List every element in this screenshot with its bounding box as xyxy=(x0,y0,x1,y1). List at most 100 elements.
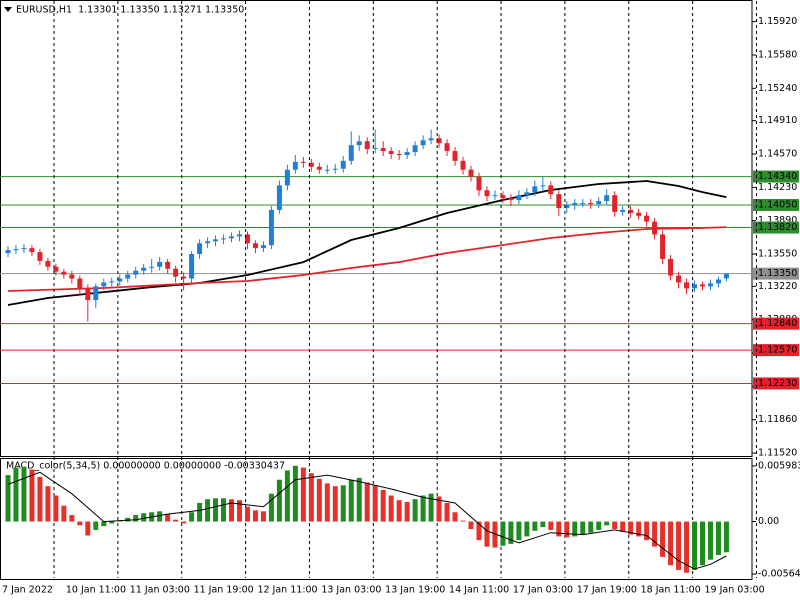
histogram-bar xyxy=(69,515,75,522)
price-level-label: 1.12840 xyxy=(758,318,797,329)
histogram-bar xyxy=(428,493,434,522)
candle-body xyxy=(85,288,91,301)
candle-body xyxy=(157,261,163,267)
x-tick-label: 17 Jan 03:00 xyxy=(513,585,573,596)
candle-body xyxy=(348,145,354,161)
histogram-bar xyxy=(316,478,322,522)
macd-title: MACD_color(5,34,5) 0.00000000 0.00000000… xyxy=(6,461,285,472)
histogram-bar xyxy=(244,506,250,522)
candle-body xyxy=(660,234,666,259)
x-tick-label: 7 Jan 2022 xyxy=(2,585,53,596)
histogram-bar xyxy=(109,521,115,524)
candle-body xyxy=(707,283,713,287)
y-tick-label: 1.13890 xyxy=(758,215,797,226)
candle-body xyxy=(468,169,474,177)
y-tick-label: 1.15920 xyxy=(758,16,797,27)
price-level-label: 1.13820 xyxy=(758,222,797,233)
histogram-bar xyxy=(157,511,163,522)
histogram-bar xyxy=(420,495,426,522)
candle-body xyxy=(69,274,75,279)
histogram-bar xyxy=(197,502,203,522)
histogram-bar xyxy=(628,521,634,535)
histogram-bar xyxy=(61,505,67,522)
candle-body xyxy=(596,201,602,205)
histogram-bar xyxy=(644,521,650,541)
histogram-bar xyxy=(684,521,690,573)
candle-body xyxy=(668,258,674,276)
moving-average xyxy=(7,226,727,292)
candle-body xyxy=(676,275,682,283)
candle-body xyxy=(540,185,546,187)
candle-body xyxy=(364,141,370,150)
price-title: EURUSD,H1 1.13301 1.13350 1.13271 1.1335… xyxy=(16,5,244,16)
x-tick-label: 14 Jan 11:00 xyxy=(449,585,509,596)
histogram-bar xyxy=(356,477,362,522)
candle-body xyxy=(436,138,442,144)
candle-body xyxy=(484,190,490,197)
price-level-box xyxy=(753,267,799,280)
candle-body xyxy=(620,209,626,212)
menu-triangle[interactable] xyxy=(4,7,12,12)
y-tick-label: 0.00 xyxy=(758,516,779,527)
candle-body xyxy=(141,267,147,271)
candle-body xyxy=(380,148,386,152)
histogram-bar xyxy=(596,521,602,530)
candle-body xyxy=(572,203,578,205)
histogram-bar xyxy=(292,465,298,522)
histogram-bar xyxy=(564,521,570,538)
histogram-bar xyxy=(380,489,386,522)
histogram-bar xyxy=(412,499,418,522)
candle-body xyxy=(715,279,721,284)
histogram-bar xyxy=(133,515,139,522)
price-level-label: 1.14050 xyxy=(758,199,797,210)
histogram-bar xyxy=(205,499,211,522)
candle-body xyxy=(580,203,586,205)
candle-body xyxy=(13,249,19,251)
candle-body xyxy=(324,169,330,171)
x-tick-label: 13 Jan 19:00 xyxy=(385,585,445,596)
y-tick-label: 1.14570 xyxy=(758,149,797,160)
candle-body xyxy=(300,161,306,163)
histogram-bar xyxy=(165,514,171,522)
histogram-bar xyxy=(173,519,179,522)
candle-body xyxy=(29,248,35,253)
candle-body xyxy=(252,243,258,249)
price-panel-frame xyxy=(0,0,753,457)
candle-body xyxy=(516,195,522,201)
histogram-bar xyxy=(532,521,538,531)
x-tick-label: 10 Jan 11:00 xyxy=(66,585,126,596)
candle-body xyxy=(612,195,618,212)
candle-body xyxy=(340,160,346,169)
histogram-bar xyxy=(141,513,147,522)
histogram-bar xyxy=(29,469,35,522)
histogram-bar xyxy=(372,485,378,522)
candle-body xyxy=(133,270,139,275)
histogram-bar xyxy=(604,521,610,526)
candle-body xyxy=(684,282,690,289)
candle-body xyxy=(492,195,498,197)
histogram-bar xyxy=(260,511,266,522)
histogram-bar xyxy=(715,521,721,556)
histogram-bar xyxy=(45,486,51,522)
candle-body xyxy=(189,254,195,279)
candle-body xyxy=(268,209,274,246)
candle-body xyxy=(332,168,338,170)
y-tick-label: 0.0059831 xyxy=(758,460,800,471)
candle-body xyxy=(388,151,394,155)
histogram-bar xyxy=(572,521,578,537)
histogram-bar xyxy=(468,521,474,529)
histogram-bar xyxy=(484,521,490,547)
histogram-bar xyxy=(236,500,242,522)
histogram-bar xyxy=(181,521,187,524)
candle-body xyxy=(165,261,171,269)
candle-body xyxy=(5,250,11,254)
candle-body xyxy=(260,245,266,249)
candle-body xyxy=(173,268,179,277)
histogram-bar xyxy=(348,479,354,522)
histogram-bar xyxy=(668,521,674,566)
candle-body xyxy=(53,266,59,272)
candle-body xyxy=(428,138,434,141)
histogram-bar xyxy=(308,473,314,522)
